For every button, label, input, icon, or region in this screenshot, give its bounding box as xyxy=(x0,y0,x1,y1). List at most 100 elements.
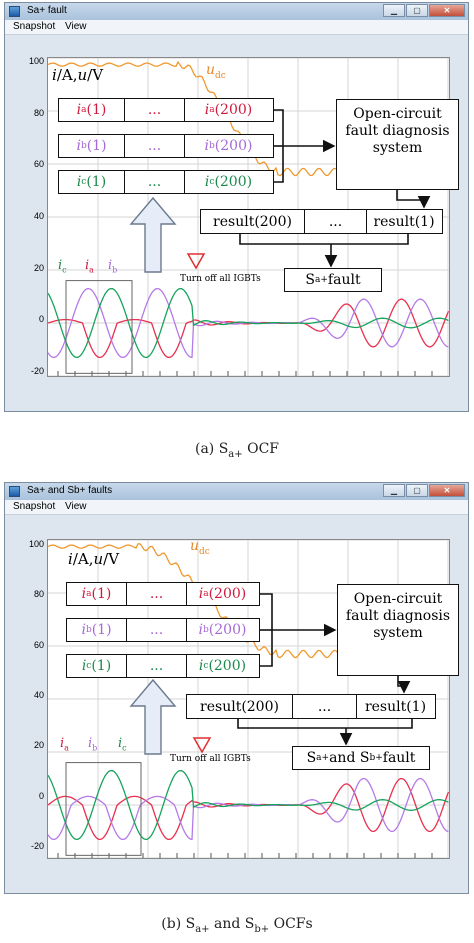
y-tick-80: 80 xyxy=(33,108,44,118)
sample-row-c: i c (1) ... i c (200) xyxy=(66,654,260,678)
sample-row-b: i b (1) ... i b (200) xyxy=(66,618,260,642)
zoom-box xyxy=(65,280,133,374)
close-button[interactable]: ✕ xyxy=(429,4,465,17)
y-tick-minus20: -20 xyxy=(30,366,44,376)
phase-current-trace xyxy=(48,287,449,359)
menu-bar: Snapshot View xyxy=(5,500,468,515)
diagnosis-system-box: Open-circuit fault diagnosis system xyxy=(336,99,459,190)
phase-current-trace xyxy=(48,769,449,841)
menu-view[interactable]: View xyxy=(65,501,87,512)
phase-current-trace xyxy=(48,298,449,359)
cell-ia-1: i a (1) xyxy=(67,583,127,605)
udc-label: udc xyxy=(206,62,226,81)
menu-snapshot[interactable]: Snapshot xyxy=(13,501,56,512)
y-tick-0: 0 xyxy=(38,314,44,324)
results-row: result(200) ... result(1) xyxy=(200,209,443,234)
udc-label: udc xyxy=(190,538,210,557)
sample-row-a: i a (1) ... i a (200) xyxy=(58,98,274,122)
y-tick-100: 100 xyxy=(28,56,44,66)
diag-line-2: fault diagnosis xyxy=(345,608,451,624)
diagnosis-system-box: Open-circuit fault diagnosis system xyxy=(337,584,459,676)
result-dots: ... xyxy=(305,210,367,233)
phase-current-trace xyxy=(48,777,449,841)
y-tick-100: 100 xyxy=(28,539,44,549)
legend-ib: ib xyxy=(108,258,118,275)
big-up-arrow xyxy=(129,196,177,273)
title-bar[interactable]: Sa+ and Sb+ faults ▁ ▢ ✕ xyxy=(5,483,468,500)
app-icon xyxy=(9,486,20,497)
zoom-box xyxy=(65,762,142,856)
y-tick-0: 0 xyxy=(38,791,44,801)
legend-ib: ib xyxy=(88,736,98,753)
minimize-button[interactable]: ▁ xyxy=(383,4,405,17)
caption-a: (a) Sa+ OCF xyxy=(194,441,279,460)
title-bar[interactable]: Sa+ fault ▁ ▢ ✕ xyxy=(5,3,468,20)
result-dots: ... xyxy=(293,695,357,718)
y-tick-40: 40 xyxy=(33,690,44,700)
cell-ia-dots: ... xyxy=(127,583,187,605)
menu-snapshot[interactable]: Snapshot xyxy=(13,21,56,32)
y-tick-minus20: -20 xyxy=(30,841,44,851)
sample-row-b: i b (1) ... i b (200) xyxy=(58,134,274,158)
y-tick-40: 40 xyxy=(33,211,44,221)
fault-marker-triangle xyxy=(192,737,212,754)
results-row: result(200) ... result(1) xyxy=(186,694,436,719)
maximize-button[interactable]: ▢ xyxy=(406,4,428,17)
cell-ic-1: i c (1) xyxy=(67,655,127,677)
diag-line-1: Open-circuit xyxy=(353,106,442,122)
cell-ic-1: i c (1) xyxy=(59,171,125,193)
cell-ic-200: i c (200) xyxy=(198,658,247,674)
cell-ib-200: i b (200) xyxy=(198,622,247,638)
cell-ib-dots: ... xyxy=(127,619,187,641)
legend-ia: ia xyxy=(85,258,94,275)
axis-label: i/A,u/V xyxy=(68,550,120,568)
diag-line-3: system xyxy=(373,625,423,641)
cell-ic-dots: ... xyxy=(125,171,185,193)
diag-line-1: Open-circuit xyxy=(353,591,443,607)
cell-ia-200: i a (200) xyxy=(198,586,247,602)
sample-row-c: i c (1) ... i c (200) xyxy=(58,170,274,194)
cell-ia-dots: ... xyxy=(125,99,185,121)
legend-ic: ic xyxy=(58,258,67,275)
result-1: result(1) xyxy=(373,213,435,230)
diag-line-3: system xyxy=(372,140,423,156)
menu-bar: Snapshot View xyxy=(5,20,468,35)
cell-ia-1: i a (1) xyxy=(59,99,125,121)
close-button[interactable]: ✕ xyxy=(429,484,465,497)
cell-ic-dots: ... xyxy=(127,655,187,677)
maximize-button[interactable]: ▢ xyxy=(406,484,428,497)
result-200: result(200) xyxy=(187,695,293,718)
diagram-arrows-b xyxy=(129,593,413,755)
cell-ib-dots: ... xyxy=(125,135,185,157)
big-up-arrow xyxy=(129,678,177,755)
axis-label: i/A,u/V xyxy=(52,66,104,84)
caption-b: (b) Sa+ and Sb+ OCFs xyxy=(161,916,313,935)
turn-off-label: Turn off all IGBTs xyxy=(170,754,251,764)
result-1: result(1) xyxy=(364,698,427,715)
turn-off-label: Turn off all IGBTs xyxy=(180,274,261,284)
diag-line-2: fault diagnosis xyxy=(345,123,450,139)
y-tick-20: 20 xyxy=(33,740,44,750)
menu-view[interactable]: View xyxy=(65,21,87,32)
result-200: result(200) xyxy=(201,210,305,233)
y-tick-60: 60 xyxy=(33,640,44,650)
y-tick-20: 20 xyxy=(33,263,44,273)
window-title: Sa+ fault xyxy=(27,5,67,16)
app-icon xyxy=(9,6,20,17)
legend-ia: ia xyxy=(60,736,69,753)
minimize-button[interactable]: ▁ xyxy=(383,484,405,497)
cell-ib-1: i b (1) xyxy=(59,135,125,157)
window-title: Sa+ and Sb+ faults xyxy=(27,485,113,496)
fault-marker-triangle xyxy=(186,253,206,270)
cell-ib-200: i b (200) xyxy=(204,138,253,154)
cell-ia-200: i a (200) xyxy=(204,102,253,118)
y-tick-80: 80 xyxy=(33,589,44,599)
y-tick-60: 60 xyxy=(33,159,44,169)
sample-row-a: i a (1) ... i a (200) xyxy=(66,582,260,606)
cell-ib-1: i b (1) xyxy=(67,619,127,641)
legend-ic: ic xyxy=(118,736,127,753)
diagram-arrows-a xyxy=(129,109,431,273)
cell-ic-200: i c (200) xyxy=(204,174,253,190)
